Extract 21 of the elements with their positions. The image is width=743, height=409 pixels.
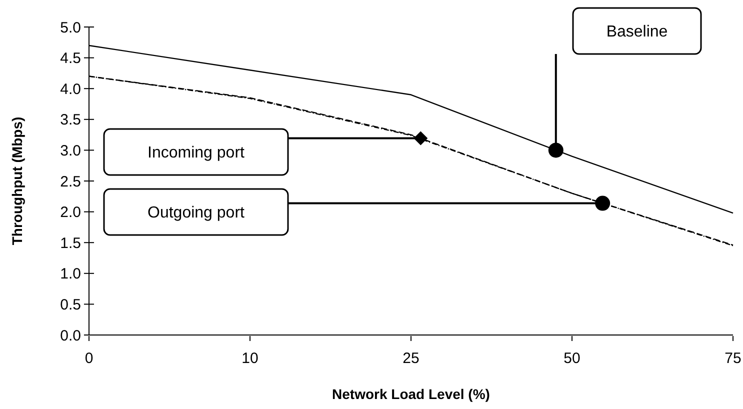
x-tick-label: 10 (242, 350, 258, 367)
y-tick-label: 3.0 (60, 142, 81, 160)
x-tick-label: 50 (564, 350, 580, 367)
y-tick-label: 4.5 (60, 50, 81, 68)
text: Incoming port (148, 144, 246, 162)
y-tick-label: 1.0 (60, 266, 81, 283)
y-tick-label: 5.0 (60, 19, 81, 36)
text: Outgoing port (148, 204, 246, 222)
x-tick-label: 75 (724, 350, 742, 367)
y-tick-label: 0.0 (60, 327, 81, 344)
x-tick-label: 0 (84, 350, 94, 367)
y-tick-label: 4.0 (60, 80, 81, 98)
y-tick-label: 1.5 (60, 234, 81, 252)
y-tick-label: 0.5 (60, 296, 81, 314)
y-tick-label: 3.5 (60, 112, 81, 129)
y-axis-title: Throughput (Mbps) (9, 116, 25, 246)
y-tick-label: 2.0 (60, 204, 81, 222)
y-tick-label: 2.5 (60, 173, 81, 190)
text: Baseline (606, 24, 668, 41)
x-axis-title: Network Load Level (%) (332, 386, 490, 402)
x-tick-label: 25 (402, 350, 420, 367)
